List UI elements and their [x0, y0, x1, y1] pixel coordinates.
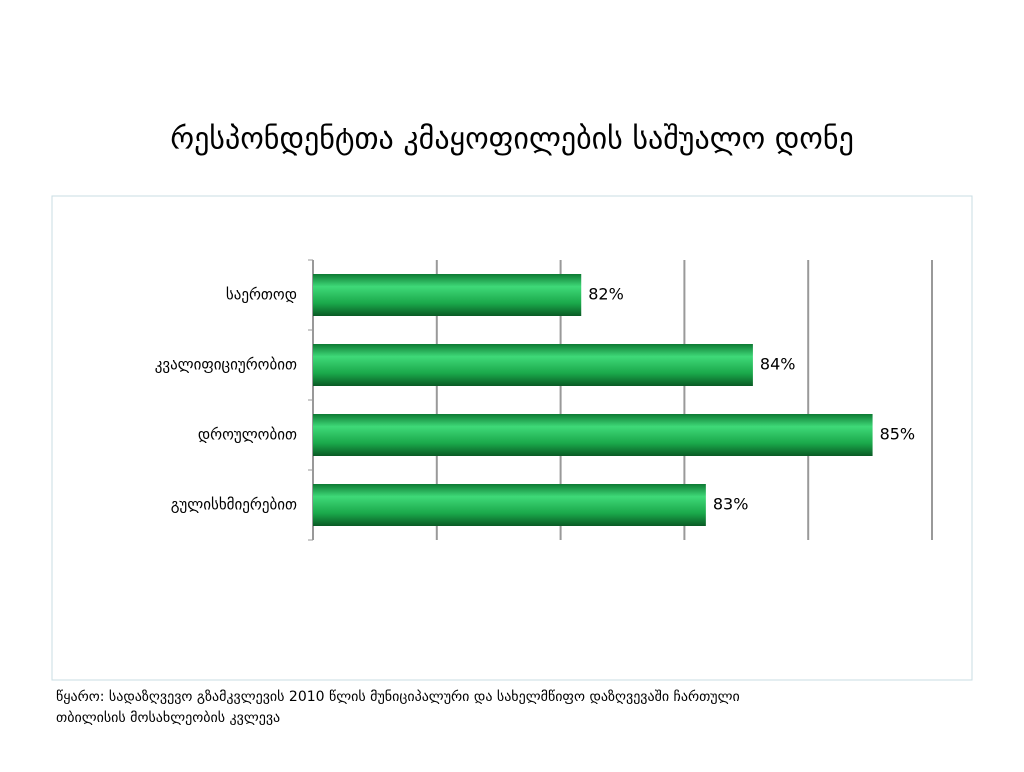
source-line: წყარო: სადაზღვევო გზამკვლევის 2010 წლის … — [56, 688, 740, 705]
value-label: 84% — [760, 355, 796, 374]
value-label: 82% — [588, 285, 624, 304]
bar — [313, 414, 873, 456]
y-tick-label: საერთოდ — [226, 286, 297, 304]
y-tick-label: გულისხმიერებით — [171, 496, 297, 514]
chart-title: რესპონდენტთა კმაყოფილების საშუალო დონე — [170, 122, 854, 157]
y-tick-label: კვალიფიციურობით — [155, 356, 297, 374]
chart-frame — [51, 195, 973, 681]
bar — [313, 344, 753, 386]
value-label: 85% — [880, 425, 916, 444]
value-label: 83% — [713, 495, 749, 514]
y-tick-label: დროულობით — [198, 426, 297, 444]
bar — [313, 274, 582, 316]
bar — [313, 484, 706, 526]
source-line: თბილისის მოსახლეობის კვლევა — [56, 710, 280, 726]
